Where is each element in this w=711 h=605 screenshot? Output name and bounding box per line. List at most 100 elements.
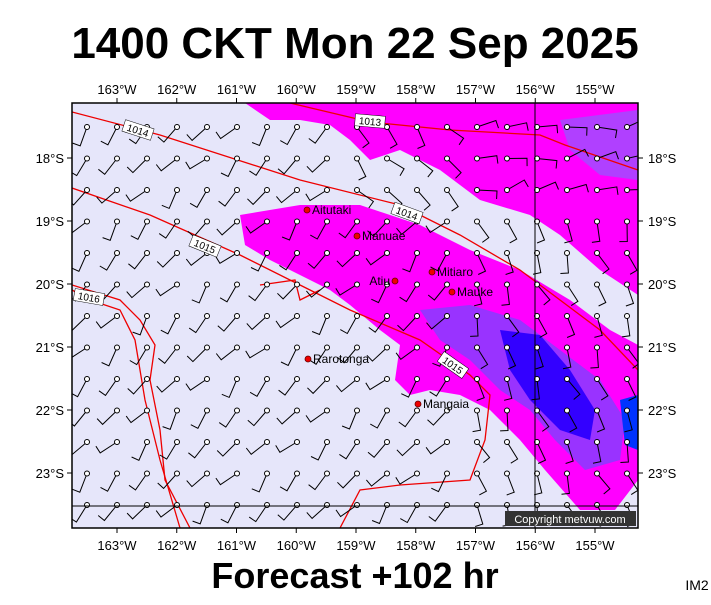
wind-barb [97, 504, 118, 522]
wind-barb [506, 441, 519, 464]
station-dot [174, 376, 180, 382]
station-dot [174, 344, 180, 351]
wind-barb [188, 441, 208, 459]
station-dot [144, 187, 150, 193]
station-dot [564, 124, 570, 130]
wind-barb [280, 126, 298, 146]
station-dot [564, 344, 570, 351]
wind-barb [185, 252, 208, 267]
wind-barb [158, 221, 178, 239]
wind-barb [592, 441, 602, 464]
station-dot [414, 250, 420, 256]
place-label: Mitiaro [437, 265, 473, 279]
wind-barb [626, 347, 638, 369]
station-dot [564, 187, 570, 193]
place-marker [353, 232, 361, 240]
station-dot [384, 155, 390, 162]
wind-barb [626, 189, 638, 191]
station-dot [594, 250, 600, 256]
station-dot [144, 502, 150, 508]
station-dot [504, 344, 510, 351]
wind-barb [245, 221, 268, 234]
latitude-label: 23°S [648, 466, 677, 481]
station-dot [204, 187, 210, 193]
wind-barb [356, 189, 375, 209]
wind-barb [215, 126, 238, 140]
wind-barb [356, 158, 367, 181]
wind-barb [218, 189, 238, 207]
wind-barb [159, 441, 178, 460]
station-dot [324, 344, 330, 351]
station-dot [504, 187, 510, 193]
wind-barb [533, 473, 543, 496]
station-dot [414, 187, 420, 193]
wind-barb [596, 473, 611, 495]
station-dot [234, 407, 240, 414]
place-label: Rarotonga [313, 352, 369, 366]
wind-barb [275, 441, 298, 453]
station-dot [444, 407, 450, 414]
wind-barb [102, 221, 118, 241]
station-dot [354, 155, 360, 162]
wind-barb [95, 315, 118, 329]
wind-barb [370, 410, 388, 429]
station-dot [564, 470, 570, 477]
station-dot [174, 502, 180, 508]
wind-barb [217, 315, 238, 332]
wind-barb [500, 410, 509, 432]
station-dot [114, 313, 120, 319]
station-dot [144, 250, 150, 256]
places: Aitutaki Manuae Atiu Mitiaro Mauke Rarotonga M… [303, 203, 493, 411]
station-dot [204, 376, 210, 382]
station-dot [594, 407, 600, 414]
station-dot [324, 124, 330, 130]
station-dot [504, 313, 510, 319]
wind-barb [249, 378, 268, 397]
station-dot [144, 344, 150, 351]
wind-barb [72, 347, 88, 358]
wind-barb [160, 315, 178, 335]
station-dot [264, 407, 270, 414]
station-dot [384, 187, 390, 193]
rain-area [240, 205, 638, 510]
longitude-label: 159°W [336, 538, 376, 553]
station-dot [114, 407, 120, 414]
wind-barb [277, 158, 298, 175]
wind-barb [72, 252, 88, 272]
station-dot [624, 407, 630, 414]
wind-barb [594, 315, 603, 338]
latitude-label: 22°S [648, 403, 677, 418]
station-dot [324, 376, 330, 382]
wind-barb [427, 284, 448, 301]
station-dot [594, 376, 600, 382]
station-dot [384, 313, 390, 319]
station-dot [594, 313, 600, 319]
longitude-label: 161°W [217, 538, 257, 553]
station-dot [234, 439, 240, 445]
wind-barb [246, 315, 268, 331]
wind-barb [365, 252, 388, 266]
longitude-label: 163°W [97, 538, 137, 553]
station-dot [414, 502, 420, 508]
station-dot [564, 250, 570, 256]
wind-barb [506, 179, 529, 191]
station-dot [474, 407, 480, 414]
wind-barb [626, 121, 638, 128]
station-dot [594, 439, 600, 445]
station-dot [414, 439, 420, 445]
station-dot [474, 187, 480, 193]
station-dot [474, 470, 480, 477]
wind-barb [506, 473, 515, 496]
station-dot [114, 124, 120, 130]
longitude-label: 160°W [277, 82, 317, 97]
station-dot [114, 439, 120, 445]
station-dot [324, 218, 330, 225]
place-marker [414, 400, 422, 408]
wind-barb [446, 189, 459, 212]
wind-barb [281, 221, 298, 241]
station-dot [474, 218, 480, 225]
forecast-label: Forecast +102 hr [211, 555, 498, 596]
wind-barb [131, 441, 148, 461]
wind-barb [306, 284, 328, 298]
station-dot [354, 218, 360, 225]
